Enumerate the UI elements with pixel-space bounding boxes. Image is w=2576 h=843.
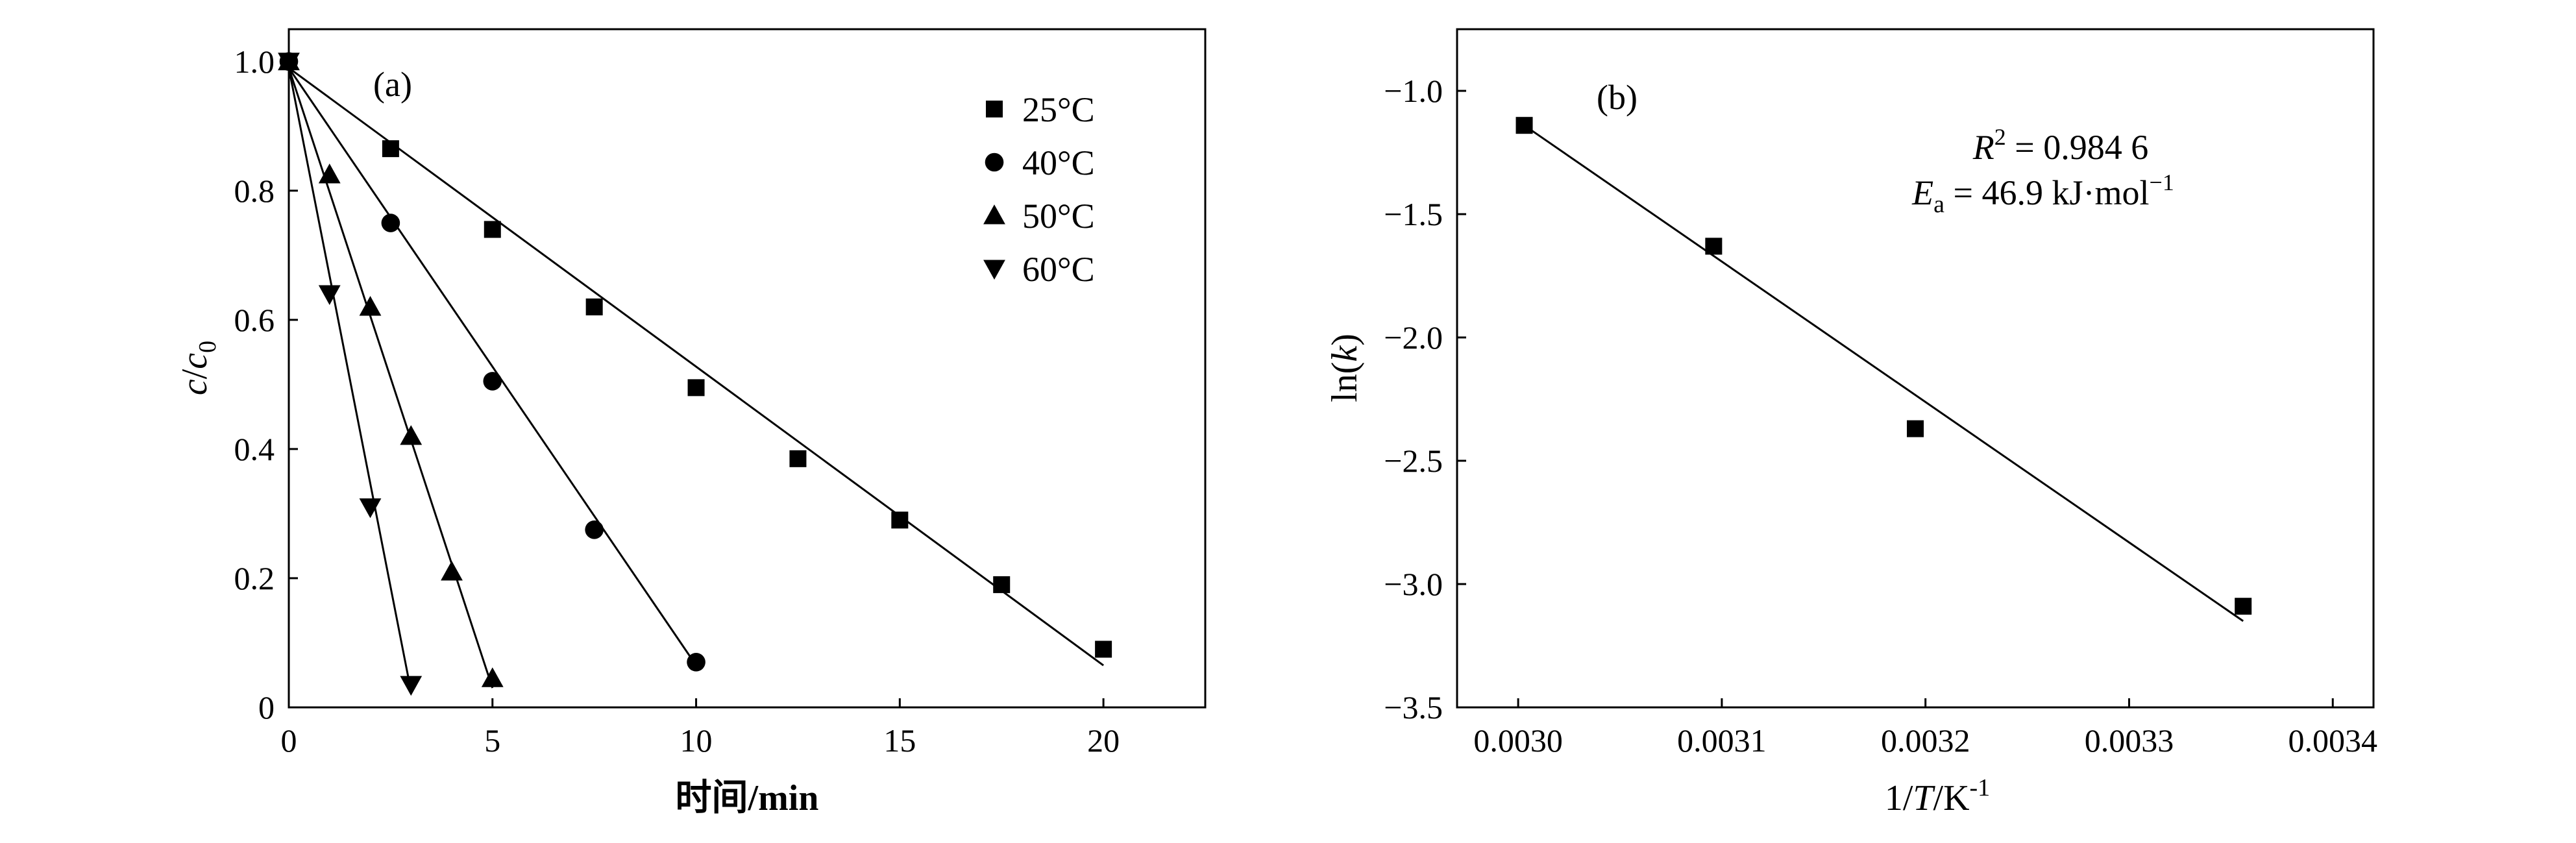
legend-marker-a: [986, 101, 1003, 117]
panel-label-b: (b): [1597, 78, 1638, 117]
legend-label-a: 25°C: [1022, 90, 1095, 129]
legend-label-a: 50°C: [1022, 197, 1095, 236]
y-tick-label-a: 0.6: [234, 302, 275, 338]
x-ticks-b: 0.0030 0.0031 0.0032 0.0033 0.0034: [1473, 698, 2377, 759]
data-point-a: [484, 221, 501, 238]
x-tick-label-b: 0.0033: [2085, 722, 2174, 759]
data-point-a: [483, 372, 502, 391]
x-tick-label-b: 0.0031: [1677, 722, 1767, 759]
fit-line-a: [288, 67, 494, 689]
data-point-a: [359, 296, 382, 316]
data-point-a: [359, 498, 382, 519]
x-tick-label-a: 20: [1087, 722, 1120, 759]
y-tick-label-b: −3.5: [1384, 689, 1443, 726]
x-tick-label-a: 5: [484, 722, 500, 759]
data-point-a: [687, 653, 705, 672]
data-point-a: [381, 214, 400, 232]
legend-marker-a: [985, 153, 1004, 172]
data-point-b: [1907, 420, 1924, 437]
y-tick-label-b: −2.5: [1384, 443, 1443, 479]
plot-frame-a: [288, 28, 1207, 709]
panel-label-a: (a): [373, 65, 412, 104]
x-tick-label-b: 0.0034: [2288, 722, 2377, 759]
data-point-a: [278, 53, 300, 73]
y-axis-label-b: ln(k): [1325, 334, 1365, 402]
fit-lines-b: [1523, 124, 2244, 622]
activation-energy-annotation: Ea = 46.9 kJ·mol−1: [1911, 169, 2174, 218]
fit-line-a: [288, 67, 1104, 666]
x-tick-label-b: 0.0030: [1473, 722, 1563, 759]
y-tick-label-b: −1.5: [1384, 196, 1443, 232]
data-points-b: [1515, 117, 2252, 615]
data-point-a: [585, 520, 604, 539]
x-axis-label-b: 1/T/K-1: [1885, 774, 1990, 818]
y-tick-label-a: 0.2: [234, 560, 275, 596]
x-tick-label-b: 0.0032: [1881, 722, 1970, 759]
data-point-a: [481, 667, 504, 687]
data-point-b: [1705, 238, 1723, 255]
fit-line-a: [288, 67, 697, 666]
data-point-a: [789, 450, 807, 467]
legend-marker-a: [983, 204, 1005, 225]
r-squared-annotation: R2 = 0.984 6: [1972, 124, 2148, 167]
x-tick-label-a: 15: [883, 722, 916, 759]
x-ticks-a: 0 5 10 15 20: [281, 698, 1120, 759]
data-point-a: [318, 285, 341, 305]
data-point-a: [891, 511, 909, 529]
plot-frame-b: [1456, 28, 2375, 709]
y-tick-label-a: 0: [258, 689, 275, 726]
data-point-a: [993, 576, 1011, 593]
y-ticks-a: 0 0.2 0.4 0.6 0.8 1.0: [234, 43, 298, 726]
panel-b: 0.0030 0.0031 0.0032 0.0033 0.0034 −1.0−1.5−…: [1325, 28, 2377, 818]
fit-line-b: [1523, 124, 2244, 622]
y-tick-label-b: −3.0: [1384, 566, 1443, 602]
data-point-a: [382, 140, 399, 158]
data-point-a: [400, 425, 423, 445]
fit-line-a: [288, 67, 412, 692]
data-points-a: [278, 50, 1112, 696]
legend-marker-a: [983, 260, 1005, 280]
data-point-a: [318, 164, 341, 184]
data-point-a: [585, 298, 603, 315]
legend-a: 25°C 40°C 50°C 60°C: [983, 90, 1095, 289]
y-tick-label-a: 1.0: [234, 43, 275, 80]
legend-label-a: 60°C: [1022, 250, 1095, 289]
x-tick-label-a: 10: [680, 722, 713, 759]
x-axis-label-a: 时间/min: [676, 778, 819, 818]
data-point-a: [1095, 641, 1112, 658]
panel-a: 0 5 10 15 20 0 0.2 0.4 0.6 0.8 1.0 (a) 时间/min c/c…: [175, 28, 1207, 818]
y-tick-label-b: −2.0: [1384, 319, 1443, 356]
y-ticks-b: −1.0 −1.5 −2.0 −2.5 −3.0 −3.5: [1384, 73, 1466, 726]
y-tick-label-a: 0.8: [234, 173, 275, 209]
data-point-b: [1515, 117, 1533, 134]
y-axis-label-a: c/c0: [175, 341, 221, 395]
fit-lines-a: [288, 67, 1104, 692]
legend-label-a: 40°C: [1022, 143, 1095, 182]
data-point-a: [687, 379, 705, 397]
x-tick-label-a: 0: [281, 722, 297, 759]
y-tick-label-b: −1.0: [1384, 73, 1443, 109]
data-point-a: [400, 676, 423, 696]
y-tick-label-a: 0.4: [234, 431, 275, 467]
data-point-a: [441, 561, 463, 581]
data-point-b: [2235, 598, 2252, 615]
